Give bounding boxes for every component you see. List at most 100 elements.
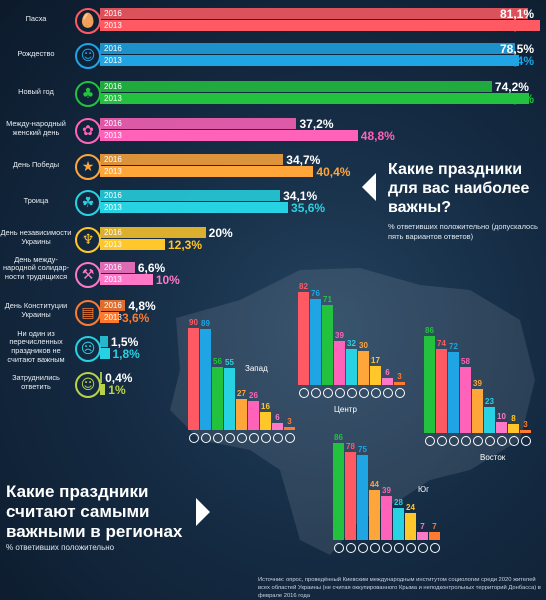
region-name: Центр (334, 405, 357, 414)
region-bar (460, 367, 471, 433)
bar-2016 (100, 262, 135, 273)
value-label: 3,6% (122, 311, 150, 325)
star-icon: ★ (75, 154, 101, 180)
region-holiday-icon (346, 543, 356, 553)
year-label: 2013 (104, 313, 122, 322)
bar-2013 (100, 274, 153, 285)
value-label: 1% (108, 383, 126, 397)
region-holiday-icon (299, 388, 309, 398)
region-bar (334, 340, 345, 385)
year-label: 2016 (104, 9, 122, 18)
region-value-label: 3 (397, 371, 402, 381)
value-label: 83,3% (500, 19, 535, 33)
bar-2016 (100, 8, 529, 19)
year-label: 2013 (104, 275, 122, 284)
region-value-label: 6 (385, 368, 390, 378)
bar-2013 (100, 239, 165, 250)
year-label: 2013 (104, 56, 122, 65)
category-label: Между-народный женский день (6, 119, 66, 137)
year-label: 2016 (104, 191, 122, 200)
value-label: 34,1% (283, 189, 318, 203)
value-label: 20% (208, 226, 233, 240)
region-value-label: 82 (299, 282, 308, 292)
value-label: 40,4% (316, 165, 351, 179)
value-label: 0,4% (105, 371, 133, 385)
category-label: Затруднились ответить (12, 373, 60, 391)
bar-2013 (100, 166, 314, 177)
region-bar (520, 429, 531, 433)
region-holiday-icon (323, 388, 333, 398)
value-label: 81,2% (500, 92, 535, 106)
region-holiday-icon (425, 436, 435, 446)
arrow-right-icon (196, 498, 210, 526)
year-label: 2016 (104, 44, 122, 53)
region-holiday-icon (383, 388, 393, 398)
region-value-label: 23 (485, 397, 494, 406)
main-question-title: Какие праздники для вас наиболее важны? (388, 161, 530, 216)
region-holiday-icon (497, 436, 507, 446)
region-value-label: 28 (394, 498, 403, 508)
region-bar (248, 400, 259, 430)
region-holiday-icon (335, 388, 345, 398)
region-bar (448, 351, 459, 433)
region-value-label: 3 (287, 416, 292, 426)
region-value-label: 24 (406, 502, 415, 512)
category-label: Ни один из перечисленных праздников не с… (7, 328, 65, 364)
region-value-label: 90 (189, 318, 198, 328)
year-label: 2013 (104, 21, 122, 30)
value-label: 37,2% (299, 117, 334, 131)
region-holiday-icon (473, 436, 483, 446)
year-label: 2013 (104, 94, 122, 103)
region-holiday-icon (406, 543, 416, 553)
region-value-label: 32 (347, 338, 356, 348)
book-icon: ▤ (75, 300, 101, 326)
year-label: 2016 (104, 228, 122, 237)
region-bar (369, 490, 380, 540)
year-label: 2016 (104, 119, 122, 128)
region-holiday-icon (285, 433, 295, 443)
value-label: 12,3% (167, 238, 202, 252)
category-label: День Конституции Украины (4, 301, 68, 319)
region-name: Восток (480, 453, 506, 462)
region-value-label: 86 (334, 432, 343, 442)
bar-2016 (100, 336, 108, 347)
region-bar (496, 421, 507, 433)
region-holiday-icon (371, 388, 381, 398)
bar-2016 (100, 190, 281, 201)
region-value-label: 58 (461, 357, 470, 367)
region-holiday-icon (382, 543, 392, 553)
year-label: 2016 (104, 263, 122, 272)
bar-2016 (100, 118, 297, 129)
region-value-label: 44 (370, 480, 379, 490)
region-value-label: 27 (237, 389, 246, 399)
bar-2016 (100, 300, 126, 311)
source-note: Источник: опрос, проведённый Киевским ме… (258, 577, 541, 599)
region-bar (200, 329, 211, 430)
region-bar (382, 378, 393, 385)
region-bar (417, 532, 428, 540)
trident-icon: ♆ (75, 227, 101, 253)
region-value-label: 86 (425, 325, 434, 335)
region-holiday-icon (249, 433, 259, 443)
map-silhouette (170, 268, 535, 555)
region-value-label: 16 (261, 401, 270, 411)
region-holiday-icon (311, 388, 321, 398)
regions-question-subtitle: % ответивших положительно (6, 543, 115, 552)
value-label: 79,4% (500, 54, 535, 68)
value-label: 1,8% (112, 347, 140, 361)
region-value-label: 76 (311, 289, 320, 299)
sad-face-icon: ☹ (75, 336, 101, 362)
bar-2013 (100, 202, 289, 213)
bar-2013 (100, 384, 106, 395)
regions-question-title: Какие праздники считают самыми важными в… (6, 482, 183, 541)
category-label: Новый год (18, 86, 54, 96)
region-value-label: 7 (432, 522, 437, 532)
hammer-icon: ⚒ (75, 262, 101, 288)
region-holiday-icon (461, 436, 471, 446)
region-bar (345, 451, 356, 540)
region-bar (322, 304, 333, 385)
trinity-knot-icon: ☘ (75, 190, 101, 216)
value-label: 78,5% (500, 42, 535, 56)
region-value-label: 72 (449, 341, 458, 351)
region-value-label: 78 (346, 441, 355, 451)
